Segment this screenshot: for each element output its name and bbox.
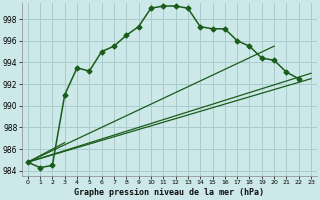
X-axis label: Graphe pression niveau de la mer (hPa): Graphe pression niveau de la mer (hPa) bbox=[74, 188, 264, 197]
